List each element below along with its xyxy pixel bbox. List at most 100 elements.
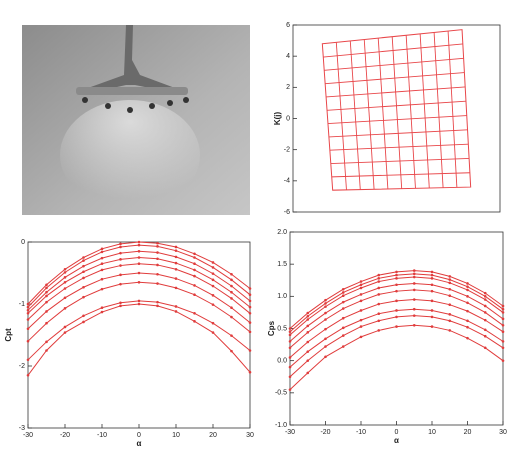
data-point <box>137 243 141 247</box>
data-point <box>248 299 252 303</box>
mesh-line <box>447 31 458 188</box>
data-point <box>174 249 178 252</box>
x-tick-label: 30 <box>499 429 507 436</box>
data-point <box>82 320 85 324</box>
data-point <box>359 335 363 339</box>
data-point <box>466 288 469 292</box>
data-point <box>377 293 381 296</box>
mesh-line <box>325 72 465 85</box>
data-point <box>288 340 292 343</box>
data-point <box>324 337 327 341</box>
nozzle-tips <box>82 97 189 113</box>
data-point <box>174 245 178 249</box>
data-point <box>306 311 310 315</box>
data-point <box>448 319 452 323</box>
data-point <box>395 289 398 293</box>
x-tick-label: 30 <box>246 432 254 439</box>
data-point <box>377 280 381 283</box>
data-point <box>341 316 345 320</box>
data-point <box>324 318 327 321</box>
data-point <box>412 323 416 327</box>
data-point <box>359 318 363 322</box>
data-point <box>483 334 487 338</box>
data-point <box>448 281 452 285</box>
data-point <box>448 294 452 297</box>
data-point <box>156 241 159 245</box>
data-point <box>288 375 292 379</box>
data-point <box>483 328 487 332</box>
data-point <box>324 355 327 359</box>
data-point <box>174 267 178 271</box>
data-point <box>395 309 398 312</box>
mesh-line <box>391 36 403 189</box>
mesh-line <box>331 172 470 178</box>
x-tick-label: 0 <box>137 432 141 439</box>
data-point <box>288 327 292 330</box>
data-point <box>156 282 159 285</box>
data-point <box>324 302 327 305</box>
data-point <box>412 288 416 292</box>
data-point <box>341 345 345 348</box>
data-point <box>430 277 434 280</box>
data-point <box>156 251 159 254</box>
data-point <box>466 325 469 329</box>
x-tick-label: -30 <box>23 432 33 439</box>
data-point <box>306 324 310 328</box>
data-point <box>137 281 141 284</box>
data-point <box>63 307 67 310</box>
data-point <box>63 296 67 300</box>
data-point <box>395 277 398 280</box>
data-point <box>100 287 104 291</box>
data-point <box>306 340 310 344</box>
series-line <box>289 324 504 390</box>
data-point <box>288 333 292 337</box>
data-point <box>63 276 67 279</box>
y-tick-label: 1.0 <box>277 293 287 300</box>
data-point <box>45 286 48 290</box>
series-line <box>27 300 251 361</box>
data-point <box>395 273 398 277</box>
data-point <box>341 287 345 291</box>
data-point <box>100 262 104 266</box>
data-point <box>248 330 252 334</box>
x-axis-label: α <box>394 436 399 445</box>
data-point <box>466 336 469 340</box>
data-point <box>119 304 122 308</box>
data-point <box>211 266 215 269</box>
data-point <box>45 310 48 313</box>
data-point <box>248 321 252 324</box>
data-point <box>211 261 215 264</box>
data-point <box>483 298 487 301</box>
data-point <box>156 304 159 308</box>
data-point <box>248 370 252 374</box>
data-point <box>193 284 196 287</box>
data-point <box>501 359 505 362</box>
y-axis-label: Cps <box>267 320 276 336</box>
data-point <box>230 284 233 288</box>
data-point <box>359 283 363 287</box>
data-point <box>193 256 196 259</box>
mesh-line <box>329 143 469 151</box>
data-point <box>324 345 327 348</box>
data-point <box>359 286 363 290</box>
data-point <box>119 282 122 286</box>
data-point <box>193 312 196 315</box>
data-point <box>412 272 416 276</box>
data-point <box>63 271 67 274</box>
data-point <box>26 374 30 377</box>
data-point <box>466 301 469 305</box>
data-point <box>156 272 159 276</box>
data-point <box>63 281 67 284</box>
data-point <box>430 289 434 293</box>
data-point <box>448 275 452 278</box>
nozzle-bar <box>76 87 188 95</box>
data-point <box>100 256 104 260</box>
data-point <box>324 327 327 331</box>
data-point <box>45 321 48 325</box>
data-point <box>174 277 178 280</box>
data-point <box>174 286 178 290</box>
data-point <box>137 302 141 306</box>
data-point <box>211 303 215 306</box>
data-point <box>359 299 363 303</box>
